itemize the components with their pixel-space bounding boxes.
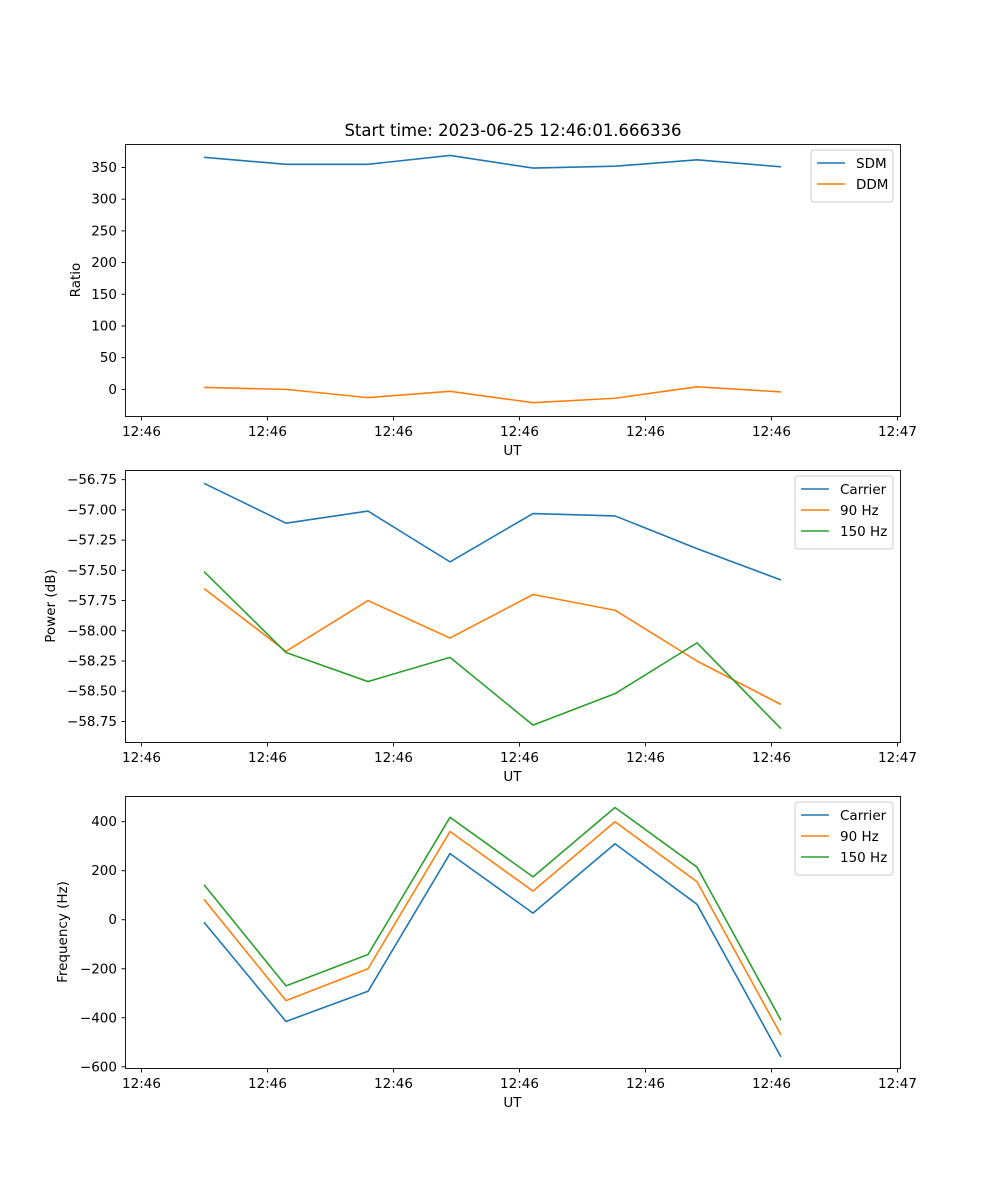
x-tick-label: 12:46 [626,1076,665,1092]
x-tick-label: 12:46 [500,750,539,766]
x-tick-label: 12:46 [500,1076,539,1092]
legend-label: 90 Hz [840,503,879,519]
legend-label: SDM [856,156,887,172]
legend-label: DDM [856,177,888,193]
y-tick-label: 50 [100,350,117,366]
x-tick-label: 12:46 [122,750,161,766]
x-tick-label: 12:46 [374,1076,413,1092]
panels: 12:46 12:46 12:46 12:46 12:46 12:46 12:47 0 50 10… [43,144,917,1111]
x-tick-label: 12:46 [752,750,791,766]
series-line-ddm [203,386,782,404]
series-line-90-hz [203,820,782,1036]
x-tick-label: 12:46 [122,424,161,440]
axes-frame [125,470,901,743]
x-tick-label: 12:46 [374,424,413,440]
y-tick-label: −600 [80,1059,117,1075]
panel-3: 12:46 12:46 12:46 12:46 12:46 12:46 12:47 −600 −… [55,796,917,1111]
y-tick-label: −57.50 [67,563,117,579]
x-tick-label: 12:47 [878,424,917,440]
y-tick-label: 250 [91,223,117,239]
axes-frame [125,144,901,417]
y-tick-label: −58.75 [67,714,117,730]
legend: Carrier 90 Hz 150 Hz [794,801,894,876]
y-axis-label: Power (dB) [43,569,59,642]
legend-label: Carrier [840,482,887,498]
x-tick-label: 12:46 [500,424,539,440]
x-tick-label: 12:46 [248,424,287,440]
y-tick-label: −56.75 [67,472,117,488]
legend: SDM DDM [810,149,894,203]
series-line-carrier [203,482,782,581]
y-tick-label: 150 [91,287,117,303]
y-tick-label: −200 [80,961,117,977]
x-tick-label: 12:46 [626,750,665,766]
axes-frame [125,796,901,1069]
legend-label: 90 Hz [840,829,879,845]
x-tick-label: 12:46 [248,750,287,766]
x-tick-label: 12:46 [374,750,413,766]
y-tick-label: −58.00 [67,623,117,639]
x-tick-label: 12:47 [878,750,917,766]
x-tick-label: 12:46 [122,1076,161,1092]
x-tick-label: 12:46 [626,424,665,440]
panel-1: 12:46 12:46 12:46 12:46 12:46 12:46 12:47 0 50 10… [68,144,917,459]
series-line-150-hz [203,806,782,1021]
y-axis-label: Ratio [68,263,84,298]
panel-2: 12:46 12:46 12:46 12:46 12:46 12:46 12:47 −58.7… [43,470,917,785]
legend-label: Carrier [840,808,887,824]
y-tick-label: −58.25 [67,654,117,670]
y-tick-label: 300 [91,192,117,208]
y-tick-label: 200 [91,255,117,271]
y-tick-label: 400 [91,814,117,830]
y-tick-label: 0 [108,382,117,398]
y-tick-label: 200 [91,863,117,879]
y-tick-label: −57.75 [67,593,117,609]
series-line-90-hz [203,587,782,706]
series-line-carrier [203,842,782,1058]
y-tick-label: −58.50 [67,684,117,700]
x-tick-label: 12:46 [248,1076,287,1092]
y-tick-label: −57.00 [67,502,117,518]
x-tick-label: 12:47 [878,1076,917,1092]
series-line-150-hz [203,570,782,730]
x-axis-label: UT [503,443,522,459]
y-tick-label: 350 [91,160,117,176]
series-line-sdm [203,154,782,169]
legend-label: 150 Hz [840,850,887,866]
legend-label: 150 Hz [840,524,887,540]
y-tick-label: −57.25 [67,533,117,549]
y-tick-label: 0 [108,912,117,928]
x-axis-label: UT [503,769,522,785]
x-tick-label: 12:46 [752,1076,791,1092]
x-axis-label: UT [503,1095,522,1111]
y-tick-label: −400 [80,1010,117,1026]
y-axis-label: Frequency (Hz) [55,881,71,983]
y-tick-label: 100 [91,318,117,334]
x-tick-label: 12:46 [752,424,791,440]
legend: Carrier 90 Hz 150 Hz [794,475,894,550]
figure-title: Start time: 2023-06-25 12:46:01.666336 [344,121,681,140]
